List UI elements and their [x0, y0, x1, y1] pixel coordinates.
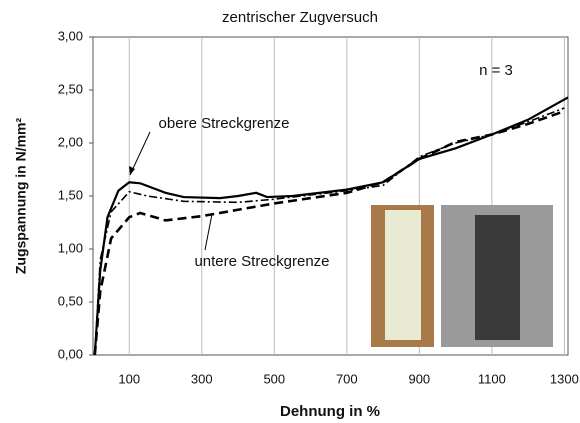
y-tick-label: 1,00	[58, 240, 83, 255]
y-tick-label: 2,50	[58, 81, 83, 96]
y-tick-label: 0,00	[58, 346, 83, 361]
x-tick-label: 100	[118, 371, 140, 386]
line-series	[93, 109, 565, 356]
x-tick-label: 500	[263, 371, 285, 386]
annotation: obere Streckgrenze	[159, 115, 290, 132]
annotation-arrow	[204, 213, 213, 251]
x-tick-label: 1300	[550, 371, 579, 386]
arrow-head	[129, 166, 135, 175]
photo-setup-clamp	[475, 215, 520, 340]
x-tick-label: 1100	[478, 371, 506, 386]
line-series	[93, 96, 569, 356]
x-tick-label: 300	[191, 371, 213, 386]
annotation: untere Streckgrenze	[194, 253, 329, 270]
x-tick-label: 900	[408, 371, 430, 386]
y-tick-label: 1,50	[58, 187, 83, 202]
x-axis-label: Dehnung in %	[280, 403, 380, 420]
photo-specimen-strip	[385, 210, 421, 340]
chart-title: zentrischer Zugversuch	[222, 9, 378, 26]
y-tick-label: 3,00	[58, 28, 83, 43]
y-tick-label: 0,50	[58, 293, 83, 308]
y-tick-label: 2,00	[58, 134, 83, 149]
annotation-arrow	[129, 131, 151, 176]
y-axis-label: Zugspannung in N/mm²	[13, 118, 29, 275]
annotation: n = 3	[479, 62, 513, 79]
x-tick-label: 700	[336, 371, 358, 386]
